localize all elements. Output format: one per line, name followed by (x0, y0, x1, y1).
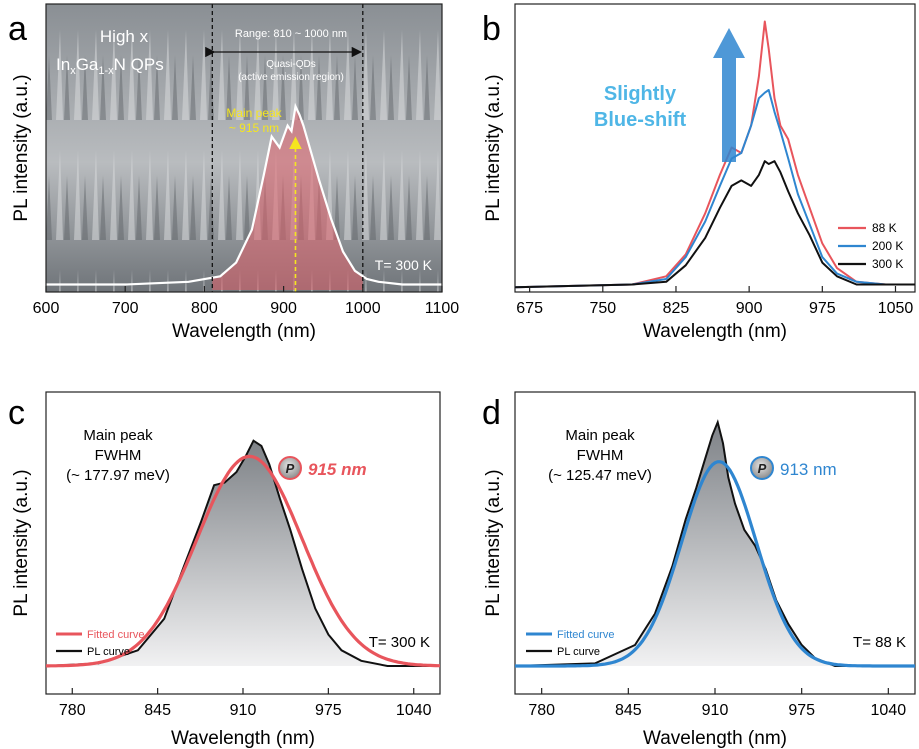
peak-value-label: 913 nm (780, 460, 837, 479)
plot-frame (514, 3, 916, 293)
title-line1: High x (100, 27, 149, 46)
x-tick-label: 780 (59, 702, 86, 719)
shift-label-line1: Slightly (604, 83, 677, 105)
legend: Fitted curve PL curve (56, 629, 144, 658)
title-in: In (56, 55, 70, 74)
peak-label-line1: Main peak (226, 106, 282, 120)
x-tick-label: 845 (144, 702, 171, 719)
panel-letter-d: d (482, 394, 501, 432)
peak-value-label: 915 nm (308, 460, 367, 479)
title-ga: Ga (76, 55, 99, 74)
temp-label: T= 300 K (369, 634, 430, 651)
fwhm-note-line2: FWHM (577, 447, 624, 464)
x-tick-label: 1000 (345, 300, 381, 317)
pl-area-fill (46, 440, 440, 666)
legend-label-88k: 88 K (872, 221, 897, 235)
fwhm-note-line3: (~ 125.47 meV) (548, 467, 652, 484)
x-axis-label: Wavelength (nm) (643, 321, 787, 342)
emission-region-fill (212, 106, 363, 290)
x-axis-label: Wavelength (nm) (172, 321, 316, 342)
series-line-pl (46, 102, 442, 286)
peak-badge-letter: P (758, 461, 767, 476)
shift-label-line2: Blue-shift (594, 109, 687, 131)
x-axis-label: Wavelength (nm) (643, 728, 787, 749)
x-tick-label: 750 (589, 300, 616, 317)
plot-frame (45, 3, 443, 293)
x-tick-label: 900 (270, 300, 297, 317)
x-tick-label: 780 (528, 702, 555, 719)
legend-label-fitted: Fitted curve (87, 629, 144, 641)
legend-label-200k: 200 K (872, 239, 903, 253)
x-tick-label: 1040 (871, 702, 907, 719)
panel-c: c Main peak FWHM (~ 177.97 meV) P 915 nm… (8, 391, 441, 749)
legend: 88 K 200 K 300 K (838, 221, 903, 271)
fwhm-note-line2: FWHM (95, 447, 142, 464)
title-sub-x: x (70, 65, 76, 77)
region-label-line1: Quasi-QDs (266, 59, 315, 70)
legend-label-pl: PL curve (557, 646, 600, 658)
panel-letter-b: b (482, 10, 501, 48)
series-line-fitted (46, 454, 440, 668)
peak-label-line2: ~ 915 nm (229, 121, 279, 135)
x-tick-label: 910 (230, 702, 257, 719)
x-tick-label: 975 (809, 300, 836, 317)
title-line2: InxGa1-xN QPs (56, 55, 164, 77)
panel-letter-c: c (8, 394, 25, 432)
title-nqps: N QPs (114, 55, 164, 74)
range-label: Range: 810 ~ 1000 nm (235, 28, 347, 40)
x-tick-label: 975 (788, 702, 815, 719)
x-tick-label: 900 (736, 300, 763, 317)
panel-b: b Slightly Blue-shift 88 K 200 K 300 K 6… (482, 3, 916, 342)
x-tick-label: 600 (33, 300, 60, 317)
y-axis-label: PL intensity (a.u.) (11, 469, 32, 616)
region-label-line2: (active emission region) (238, 72, 344, 83)
x-tick-label: 675 (516, 300, 543, 317)
series-line-200k (514, 89, 915, 289)
panel-a: a Range: 810 ~ 1000 nm Quasi-QDs (active… (8, 3, 460, 342)
legend: Fitted curve PL curve (526, 629, 614, 658)
series-line-88k (514, 20, 915, 289)
panel-d: d Main peak FWHM (~ 125.47 meV) P 913 nm… (482, 391, 916, 749)
y-axis-label: PL intensity (a.u.) (483, 74, 504, 221)
fwhm-note-line1: Main peak (565, 427, 635, 444)
x-axis-label: Wavelength (nm) (171, 728, 315, 749)
series-line-300k (514, 160, 915, 289)
peak-badge-icon (278, 456, 302, 480)
peak-badge-letter: P (286, 461, 295, 476)
x-tick-label: 910 (702, 702, 729, 719)
legend-label-300k: 300 K (872, 257, 903, 271)
fwhm-note-line1: Main peak (83, 427, 153, 444)
blue-shift-arrow (713, 28, 745, 162)
fwhm-note-line3: (~ 177.97 meV) (66, 467, 170, 484)
x-tick-label: 845 (615, 702, 642, 719)
temp-label: T= 88 K (853, 634, 906, 651)
x-tick-label: 1050 (878, 300, 914, 317)
y-axis-label: PL intensity (a.u.) (483, 469, 504, 616)
legend-label-pl: PL curve (87, 646, 130, 658)
x-tick-label: 700 (112, 300, 139, 317)
x-tick-label: 825 (663, 300, 690, 317)
title-sub-1x: 1-x (98, 65, 114, 77)
series-line-fitted (515, 460, 915, 668)
x-tick-label: 800 (191, 300, 218, 317)
series-line-pl (514, 419, 915, 667)
x-tick-label: 1040 (396, 702, 432, 719)
y-axis-label: PL intensity (a.u.) (11, 74, 32, 221)
x-tick-label: 975 (315, 702, 342, 719)
legend-label-fitted: Fitted curve (557, 629, 614, 641)
x-tick-label: 1100 (425, 300, 460, 317)
temp-label: T= 300 K (375, 257, 433, 273)
pl-area-fill (515, 422, 915, 666)
peak-badge-icon (750, 456, 774, 480)
panel-letter-a: a (8, 10, 27, 48)
